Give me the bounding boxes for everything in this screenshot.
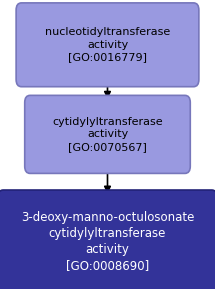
Text: cytidylyltransferase
activity
[GO:0070567]: cytidylyltransferase activity [GO:007056… <box>52 117 163 152</box>
FancyBboxPatch shape <box>16 3 199 87</box>
FancyBboxPatch shape <box>0 190 215 289</box>
FancyBboxPatch shape <box>25 95 190 173</box>
Text: 3-deoxy-manno-octulosonate
cytidylyltransferase
activity
[GO:0008690]: 3-deoxy-manno-octulosonate cytidylyltran… <box>21 211 194 272</box>
Text: nucleotidyltransferase
activity
[GO:0016779]: nucleotidyltransferase activity [GO:0016… <box>45 27 170 62</box>
